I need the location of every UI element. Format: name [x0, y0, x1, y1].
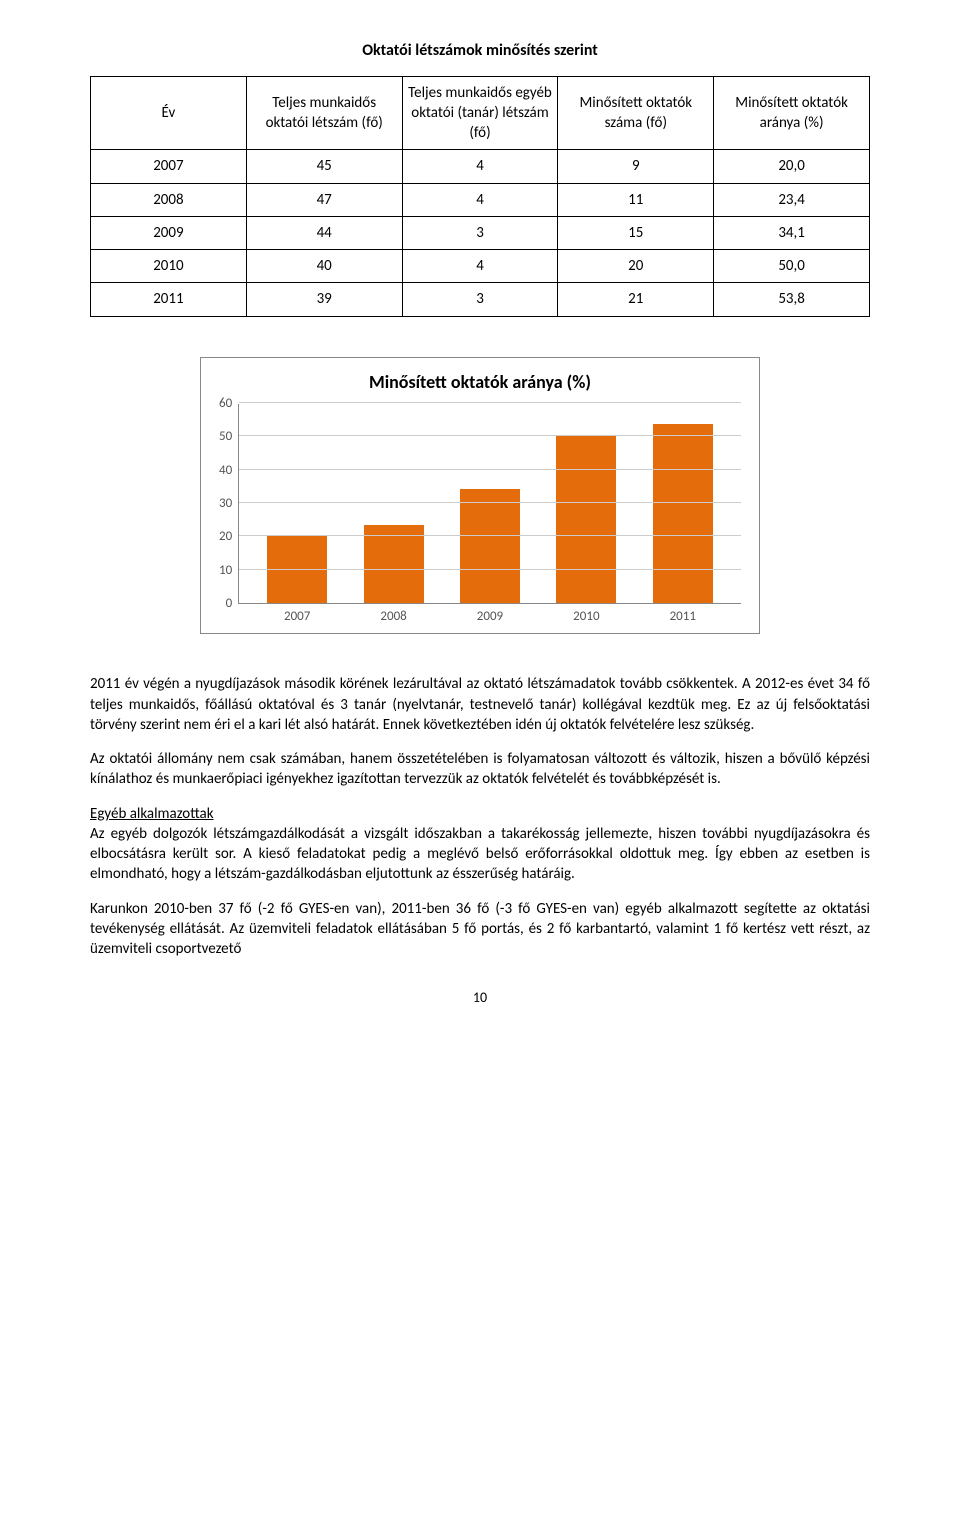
table-row: 20113932153,8: [91, 283, 870, 316]
table-cell: 2009: [91, 216, 247, 249]
paragraph: Karunkon 2010-ben 37 fő (-2 fő GYES-en v…: [90, 899, 870, 960]
chart-x-tick: 2011: [653, 608, 713, 626]
table-header: Teljes munkaidős oktatói létszám (fő): [246, 76, 402, 150]
data-table: Év Teljes munkaidős oktatói létszám (fő)…: [90, 76, 870, 317]
table-row: 20094431534,1: [91, 216, 870, 249]
paragraph-text: Az egyéb dolgozók létszámgazdálkodását a…: [90, 825, 870, 884]
chart-x-tick: 2009: [460, 608, 520, 626]
table-header: Év: [91, 76, 247, 150]
table-cell: 15: [558, 216, 714, 249]
chart-gridline: [239, 469, 741, 470]
page-title: Oktatói létszámok minősítés szerint: [90, 40, 870, 62]
chart-bar: [556, 436, 616, 603]
table-header: Teljes munkaidős egyéb oktatói (tanár) l…: [402, 76, 558, 150]
paragraph: Egyéb alkalmazottak Az egyéb dolgozók lé…: [90, 804, 870, 885]
chart-bar: [653, 424, 713, 603]
table-cell: 3: [402, 216, 558, 249]
table-cell: 11: [558, 183, 714, 216]
table-cell: 2008: [91, 183, 247, 216]
table-cell: 4: [402, 250, 558, 283]
chart-bar: [364, 525, 424, 603]
chart-gridline: [239, 435, 741, 436]
chart-title: Minősített oktatók aránya (%): [219, 370, 741, 394]
table-cell: 23,4: [714, 183, 870, 216]
table-cell: 2007: [91, 150, 247, 183]
table-cell: 4: [402, 150, 558, 183]
paragraph: 2011 év végén a nyugdíjazások második kö…: [90, 674, 870, 735]
table-row: 20084741123,4: [91, 183, 870, 216]
table-header: Minősített oktatók száma (fő): [558, 76, 714, 150]
chart-gridline: [239, 402, 741, 403]
table-cell: 21: [558, 283, 714, 316]
paragraph: Az oktatói állomány nem csak számában, h…: [90, 749, 870, 790]
table-cell: 20,0: [714, 150, 870, 183]
chart-x-axis: 2007 2008 2009 2010 2011: [219, 608, 741, 626]
table-cell: 20: [558, 250, 714, 283]
table-cell: 4: [402, 183, 558, 216]
table-cell: 50,0: [714, 250, 870, 283]
section-heading: Egyéb alkalmazottak: [90, 805, 214, 823]
table-row: 20104042050,0: [91, 250, 870, 283]
table-cell: 45: [246, 150, 402, 183]
bar-chart: Minősített oktatók aránya (%) 0102030405…: [200, 357, 760, 635]
chart-plot-area: [238, 404, 741, 604]
table-cell: 2010: [91, 250, 247, 283]
chart-x-tick: 2007: [267, 608, 327, 626]
table-header: Minősített oktatók aránya (%): [714, 76, 870, 150]
chart-x-tick: 2010: [556, 608, 616, 626]
table-cell: 39: [246, 283, 402, 316]
table-cell: 34,1: [714, 216, 870, 249]
table-cell: 9: [558, 150, 714, 183]
table-cell: 44: [246, 216, 402, 249]
page-number: 10: [90, 989, 870, 1008]
table-row: 2007454920,0: [91, 150, 870, 183]
table-cell: 3: [402, 283, 558, 316]
table-cell: 40: [246, 250, 402, 283]
table-cell: 47: [246, 183, 402, 216]
chart-y-axis: 0102030405060: [219, 404, 238, 604]
chart-gridline: [239, 569, 741, 570]
chart-bar: [460, 489, 520, 603]
table-cell: 53,8: [714, 283, 870, 316]
table-cell: 2011: [91, 283, 247, 316]
chart-gridline: [239, 502, 741, 503]
chart-bar: [267, 536, 327, 603]
chart-x-tick: 2008: [364, 608, 424, 626]
table-header-row: Év Teljes munkaidős oktatói létszám (fő)…: [91, 76, 870, 150]
chart-gridline: [239, 535, 741, 536]
